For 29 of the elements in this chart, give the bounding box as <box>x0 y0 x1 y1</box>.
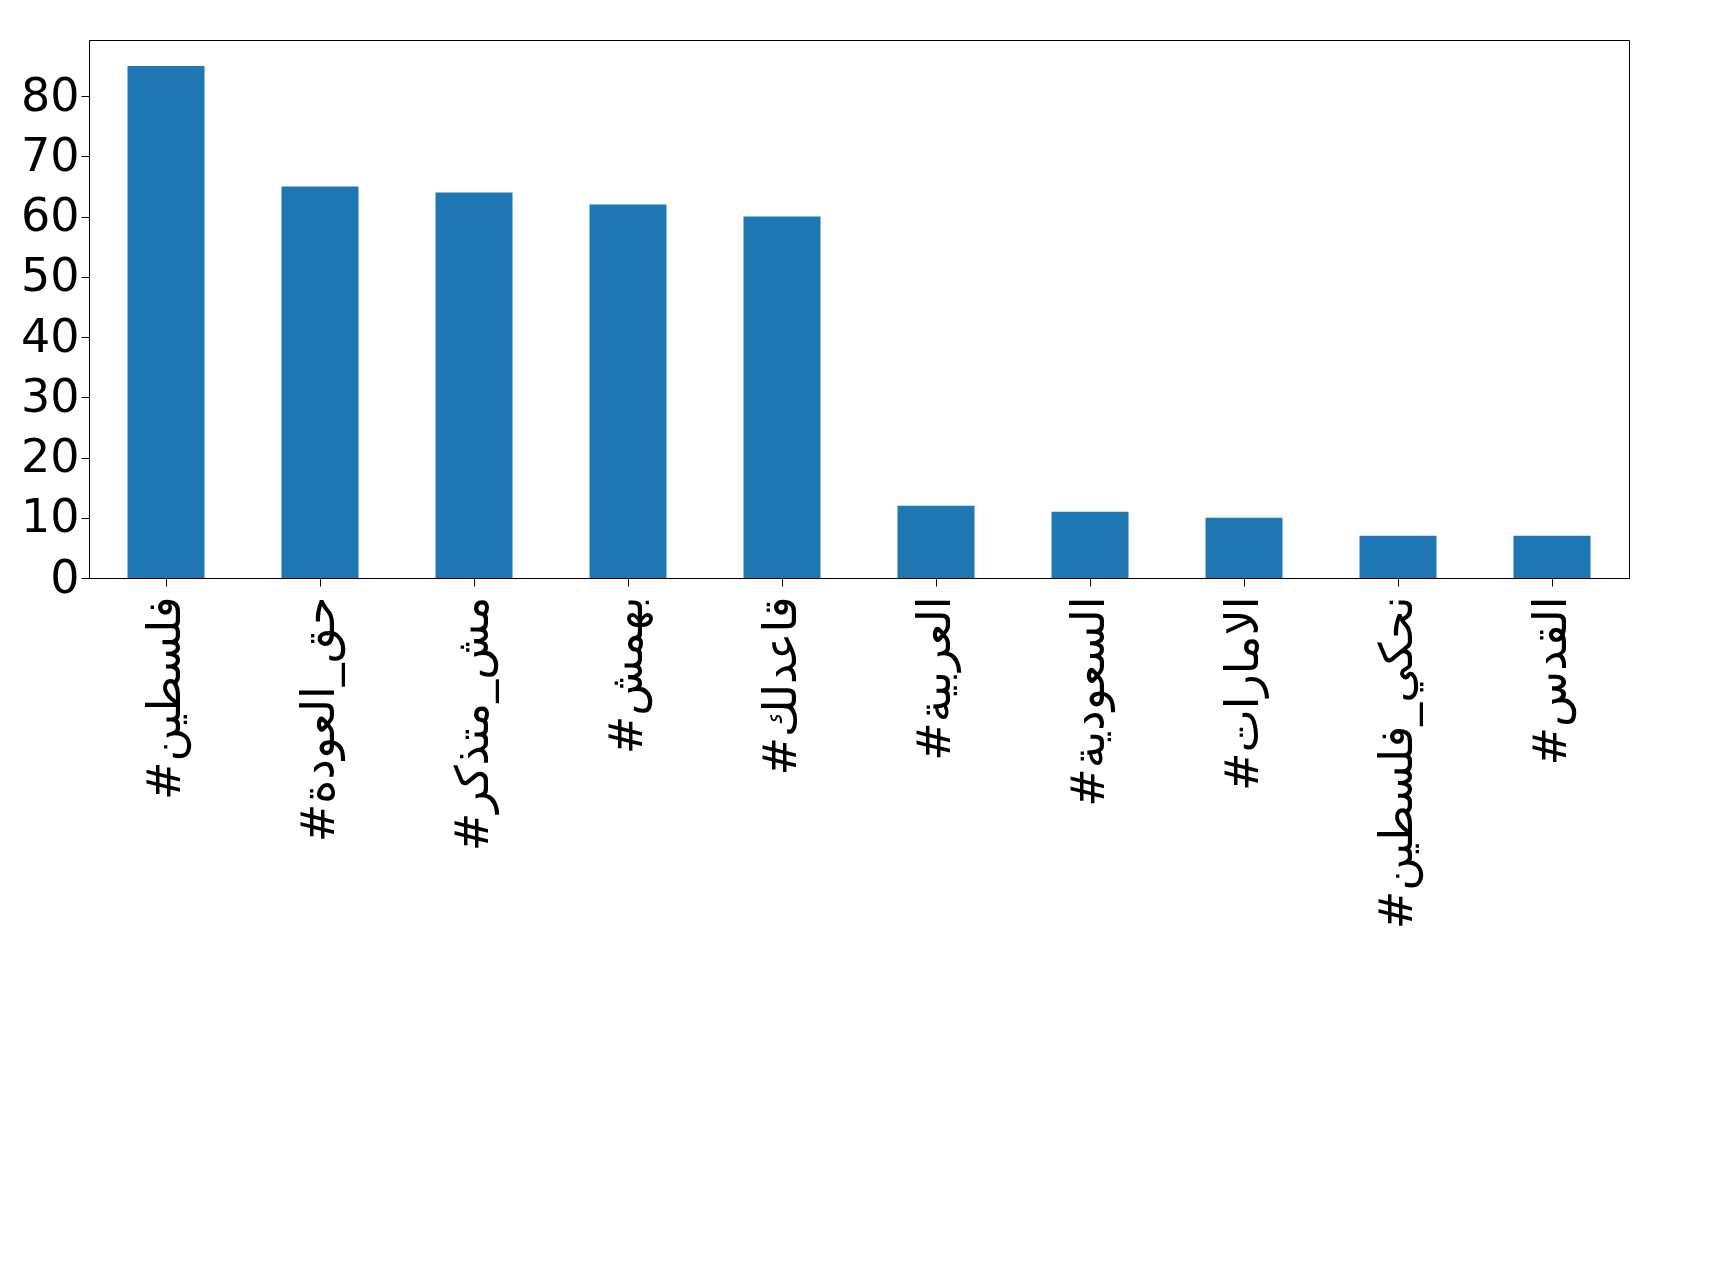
y-tick-label: 40 <box>20 308 80 363</box>
x-tick-label: #قاعدلك <box>753 596 807 776</box>
bar <box>743 216 821 578</box>
y-tick-label: 20 <box>20 429 80 484</box>
bar <box>1513 535 1591 578</box>
bar <box>1205 517 1283 578</box>
x-tick-label: #الامارات <box>1215 596 1269 792</box>
y-tick-label: 60 <box>20 188 80 243</box>
x-tick-label: #نحكي_فلسطين <box>1369 596 1424 930</box>
x-tick-label: #العربية <box>907 596 962 761</box>
y-tick-label: 10 <box>20 489 80 544</box>
y-tick-label: 70 <box>20 127 80 182</box>
y-tick-label: 80 <box>20 67 80 122</box>
bar <box>281 186 359 578</box>
x-tick-label: #القدس <box>1523 596 1577 766</box>
x-tick-label: #بهمش <box>599 596 653 755</box>
x-tick-label: #مش_متذكر <box>445 596 500 852</box>
x-tick-label: #السعودية <box>1061 596 1116 807</box>
x-tick-label: #فلسطين <box>137 596 192 800</box>
bar <box>589 204 667 578</box>
y-tick-label: 0 <box>50 549 80 604</box>
bar <box>1359 535 1437 578</box>
y-tick-label: 50 <box>20 248 80 303</box>
x-tick-label: #حق_العودة <box>291 596 346 843</box>
y-tick-label: 30 <box>20 368 80 423</box>
bar <box>1051 511 1129 578</box>
bar <box>897 505 975 578</box>
bar <box>435 192 513 578</box>
bar <box>127 65 205 578</box>
